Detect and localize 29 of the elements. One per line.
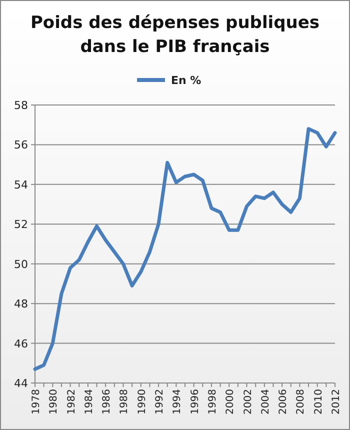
y-tick-label: 44 [14,377,28,390]
x-tick-label: 2010 [313,389,324,414]
x-tick-label: 1990 [136,389,148,414]
x-tick-label: 2000 [225,389,236,414]
x-tick-label: 2002 [242,389,254,414]
x-tick-label: 1988 [119,389,130,414]
y-tick-label: 48 [14,298,28,311]
x-tick-label: 1992 [154,389,166,414]
x-tick-label: 1984 [84,389,95,414]
x-tick-label: 1998 [207,389,218,414]
y-tick-label: 56 [14,138,28,152]
y-tick-label: 54 [14,178,28,192]
legend-label: En % [171,74,202,87]
y-tick-label: 46 [14,337,28,350]
y-tick-label: 58 [14,99,28,112]
x-tick-label: 2006 [278,389,290,414]
y-tick-label: 50 [14,258,28,271]
y-tick-label: 52 [14,218,28,232]
x-tick-label: 1994 [172,389,184,414]
x-tick-label: 1978 [31,389,42,414]
x-tick-label: 1982 [66,389,78,414]
x-tick-label: 1996 [190,389,201,414]
line-series [33,127,337,371]
x-tick-label: 1986 [102,389,113,414]
chart-title: Poids des dépenses publiques dans le PIB français [30,13,320,57]
x-tick-label: 1980 [48,389,60,414]
x-tick-label: 2012 [331,389,342,414]
x-tick-label: 2008 [296,389,307,414]
x-tick-label: 2004 [260,389,272,414]
